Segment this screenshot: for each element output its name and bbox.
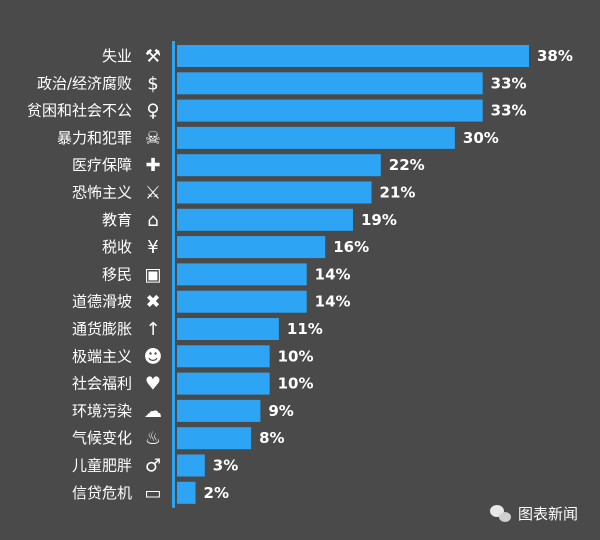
category-label: 恐怖主义 xyxy=(72,184,132,202)
value-label: 33% xyxy=(491,102,527,120)
corruption-icon: $ xyxy=(147,73,158,94)
bar xyxy=(177,427,252,450)
tax-icon: ¥ xyxy=(147,237,158,258)
category-label: 社会福利 xyxy=(72,375,132,393)
y-axis-line xyxy=(172,41,175,508)
value-label: 9% xyxy=(268,402,293,420)
category-label: 贫困和社会不公 xyxy=(27,102,132,120)
value-label: 10% xyxy=(278,347,314,365)
value-label: 14% xyxy=(315,265,351,283)
watermark-text: 图表新闻 xyxy=(517,505,578,523)
pollution-icon: ☁ xyxy=(144,401,162,422)
category-label: 失业 xyxy=(102,47,132,65)
category-label: 税收 xyxy=(102,238,132,256)
category-label: 医疗保障 xyxy=(72,156,132,174)
bar xyxy=(177,45,529,67)
poverty-icon: ♀ xyxy=(146,101,159,122)
bar xyxy=(177,72,483,95)
welfare-icon: ♥ xyxy=(145,374,161,395)
category-label: 极端主义 xyxy=(72,347,132,365)
category-label: 道德滑坡 xyxy=(72,293,132,311)
value-label: 10% xyxy=(278,375,314,393)
bar xyxy=(177,454,205,477)
chat-bubble-icon xyxy=(489,504,512,523)
value-label: 3% xyxy=(213,457,238,475)
category-label: 信贷危机 xyxy=(72,484,132,502)
bar xyxy=(177,399,261,422)
bar xyxy=(177,318,279,340)
bar xyxy=(177,208,353,231)
extremism-mask-icon: ☻ xyxy=(144,346,163,367)
crime-gun-icon: ☠ xyxy=(145,128,161,149)
value-label: 2% xyxy=(204,484,229,502)
value-label: 14% xyxy=(315,293,351,311)
obesity-icon: ♂ xyxy=(145,456,161,477)
unemployment-icon: ⚒ xyxy=(145,46,161,67)
bar xyxy=(177,236,326,259)
category-label: 儿童肥胖 xyxy=(72,457,132,475)
value-label: 30% xyxy=(463,129,499,147)
value-label: 19% xyxy=(361,211,397,229)
credit-crisis-icon: ▭ xyxy=(144,483,161,504)
bar xyxy=(177,126,455,149)
category-label: 环境污染 xyxy=(72,402,132,420)
inflation-icon: ↑ xyxy=(145,319,160,340)
immigration-luggage-icon: ▣ xyxy=(144,264,161,285)
value-label: 22% xyxy=(389,156,425,174)
bar xyxy=(177,181,372,204)
bar xyxy=(177,154,381,177)
bar xyxy=(177,99,483,122)
healthcare-icon: ✚ xyxy=(145,155,160,176)
bar xyxy=(177,290,307,313)
bar xyxy=(177,372,270,395)
value-label: 33% xyxy=(491,74,527,92)
category-label: 教育 xyxy=(102,211,132,229)
category-label: 暴力和犯罪 xyxy=(57,129,132,147)
bar xyxy=(177,481,196,504)
education-cap-icon: ⌂ xyxy=(147,210,158,231)
climate-fire-icon: ♨ xyxy=(145,428,161,449)
bar xyxy=(177,345,270,368)
category-label: 气候变化 xyxy=(72,429,132,447)
category-label: 通货膨胀 xyxy=(72,320,132,338)
moral-decline-icon: ✖ xyxy=(145,292,160,313)
watermark: 图表新闻 xyxy=(489,503,578,524)
value-label: 38% xyxy=(537,47,573,65)
category-label: 政治/经济腐败 xyxy=(37,74,132,92)
value-label: 8% xyxy=(259,429,284,447)
value-label: 11% xyxy=(287,320,323,338)
value-label: 16% xyxy=(333,238,369,256)
category-label: 移民 xyxy=(102,265,132,283)
bar xyxy=(177,263,307,286)
value-label: 21% xyxy=(380,184,416,202)
terrorism-icon: ⚔ xyxy=(145,183,161,204)
